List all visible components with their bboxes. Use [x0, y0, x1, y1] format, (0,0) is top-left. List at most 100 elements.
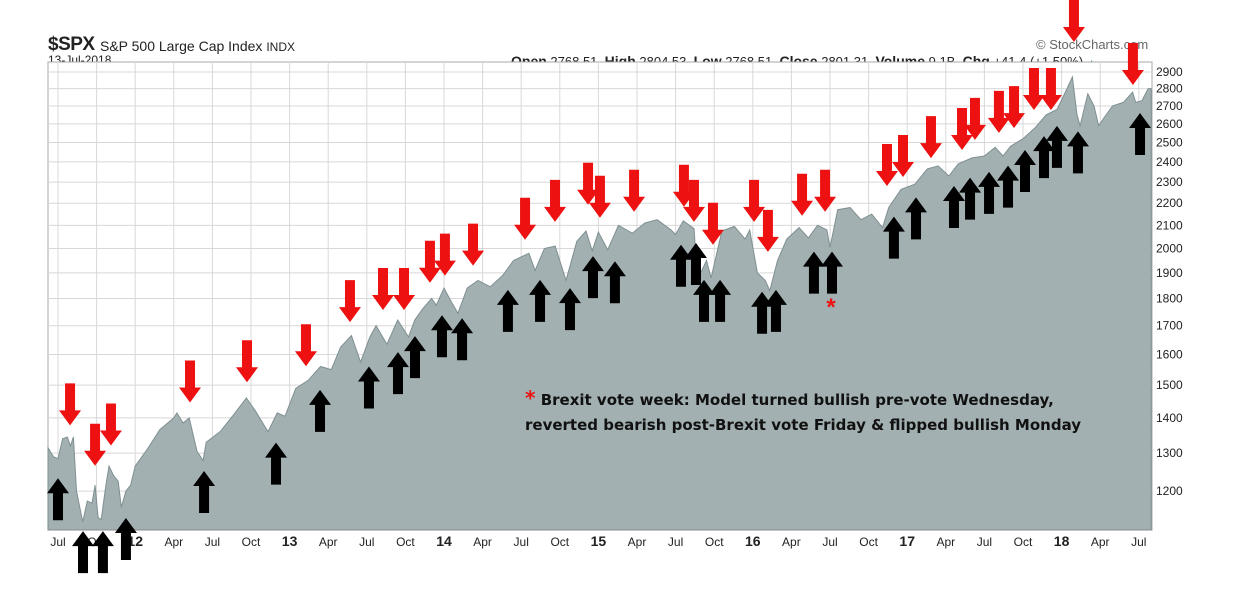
bearish-arrow-icon	[338, 280, 361, 323]
y-tick-label: 1900	[1156, 266, 1183, 280]
bullish-arrow-icon	[997, 165, 1020, 208]
x-tick-label: 13	[282, 533, 298, 549]
bearish-arrow-icon	[588, 175, 611, 218]
bearish-arrow-icon	[623, 169, 646, 212]
bearish-arrow-icon	[462, 223, 485, 266]
asterisk-marker: *	[525, 386, 536, 410]
bearish-arrow-icon	[701, 202, 724, 245]
bearish-arrow-icon	[951, 107, 974, 150]
bullish-arrow-icon	[386, 352, 409, 395]
y-tick-label: 2400	[1156, 155, 1183, 169]
bullish-arrow-icon	[496, 289, 519, 332]
y-tick-label: 1600	[1156, 347, 1183, 361]
y-tick-label: 2200	[1156, 196, 1183, 210]
bullish-arrow-icon	[959, 177, 982, 220]
x-tick-label: Jul	[50, 535, 65, 549]
bearish-arrow-icon	[99, 403, 122, 446]
brexit-note-line2: reverted bearish post-Brexit vote Friday…	[525, 416, 1082, 434]
x-tick-label: Oct	[242, 535, 261, 549]
bullish-arrow-icon	[72, 531, 95, 574]
bearish-arrow-icon	[756, 209, 779, 252]
y-tick-label: 2600	[1156, 117, 1183, 131]
bearish-arrow-icon	[875, 144, 898, 187]
bullish-arrow-icon	[603, 261, 626, 304]
x-tick-label: 18	[1054, 533, 1070, 549]
x-tick-label: Jul	[205, 535, 220, 549]
x-tick-label: Oct	[1014, 535, 1033, 549]
bearish-arrow-icon	[892, 134, 915, 177]
bullish-arrow-icon	[193, 470, 216, 513]
bullish-arrow-icon	[1014, 149, 1037, 192]
bearish-arrow-icon	[682, 179, 705, 222]
brexit-note-line1: * Brexit vote week: Model turned bullish…	[525, 386, 1054, 410]
y-tick-label: 2100	[1156, 218, 1183, 232]
y-tick-label: 1300	[1156, 446, 1183, 460]
bullish-arrow-icon	[114, 518, 137, 561]
x-tick-label: Jul	[514, 535, 529, 549]
x-tick-label: Oct	[550, 535, 569, 549]
x-tick-label: 16	[745, 533, 761, 549]
bullish-arrow-icon	[403, 336, 426, 379]
bullish-arrow-icon	[942, 186, 965, 229]
bullish-arrow-icon	[684, 243, 707, 286]
bearish-arrow-icon	[514, 197, 537, 240]
bearish-arrow-icon	[1039, 68, 1062, 111]
x-tick-label: Jul	[668, 535, 683, 549]
x-tick-label: Apr	[473, 535, 492, 549]
bearish-arrow-icon	[919, 116, 942, 159]
bullish-arrow-icon	[430, 315, 453, 358]
bearish-arrow-icon	[743, 179, 766, 222]
bullish-arrow-icon	[693, 279, 716, 322]
bullish-arrow-icon	[357, 366, 380, 409]
index-name: S&P 500 Large Cap Index INDX	[100, 38, 295, 54]
bearish-arrow-icon	[1022, 68, 1045, 111]
x-tick-label: Jul	[359, 535, 374, 549]
bullish-arrow-icon	[1066, 131, 1089, 174]
bullish-arrow-icon	[91, 531, 114, 574]
y-tick-label: 1400	[1156, 411, 1183, 425]
x-tick-label: Jul	[1131, 535, 1146, 549]
bearish-arrow-icon	[963, 97, 986, 140]
x-tick-label: Jul	[977, 535, 992, 549]
y-tick-label: 1500	[1156, 378, 1183, 392]
y-tick-label: 1800	[1156, 292, 1183, 306]
x-tick-label: 12	[127, 533, 143, 549]
bullish-arrow-icon	[802, 251, 825, 294]
brexit-asterisk: *	[826, 294, 836, 321]
x-tick-label: Apr	[628, 535, 647, 549]
bearish-arrow-icon	[179, 360, 202, 403]
bullish-arrow-icon	[1032, 136, 1055, 179]
x-tick-label: Apr	[782, 535, 801, 549]
bullish-arrow-icon	[529, 279, 552, 322]
bullish-arrow-icon	[265, 442, 288, 485]
x-tick-label: Apr	[319, 535, 338, 549]
y-tick-label: 2000	[1156, 241, 1183, 255]
y-tick-label: 1200	[1156, 484, 1183, 498]
exchange: INDX	[266, 40, 295, 54]
bearish-arrow-icon	[791, 173, 814, 216]
symbol: $SPX	[48, 34, 95, 55]
bullish-arrow-icon	[1129, 113, 1152, 156]
x-tick-label: Jul	[822, 535, 837, 549]
bearish-arrow-icon	[84, 423, 107, 466]
watermark: © StockCharts.com	[1036, 37, 1149, 52]
bullish-arrow-icon	[670, 244, 693, 287]
y-tick-label: 2900	[1156, 65, 1183, 79]
x-tick-label: 17	[899, 533, 915, 549]
bearish-arrow-icon	[393, 268, 416, 311]
bearish-arrow-icon	[1003, 86, 1026, 129]
bearish-arrow-icon	[294, 324, 317, 367]
bearish-arrow-icon	[987, 90, 1010, 133]
x-tick-label: 14	[436, 533, 452, 549]
y-tick-label: 2800	[1156, 82, 1183, 96]
bullish-arrow-icon	[709, 279, 732, 322]
y-tick-label: 2700	[1156, 99, 1183, 113]
x-tick-label: Oct	[859, 535, 878, 549]
bearish-arrow-icon	[544, 179, 567, 222]
bullish-arrow-icon	[821, 251, 844, 294]
bullish-arrow-icon	[558, 288, 581, 331]
bullish-arrow-icon	[47, 478, 69, 521]
bullish-arrow-icon	[1045, 125, 1068, 168]
y-tick-label: 1700	[1156, 319, 1183, 333]
bearish-arrow-icon	[433, 233, 456, 276]
